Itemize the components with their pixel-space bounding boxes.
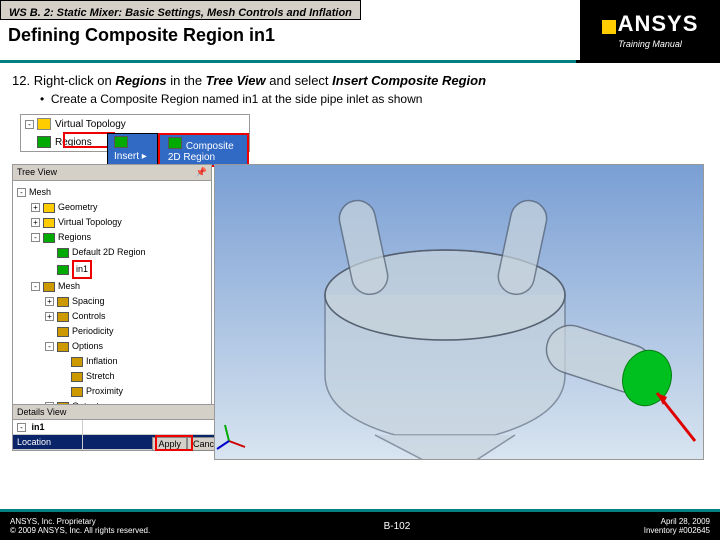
regions-icon [37, 136, 51, 148]
training-label: Training Manual [618, 39, 682, 49]
tree-header: Tree View📌 [13, 165, 211, 181]
tree-node-icon [43, 282, 55, 292]
expand-icon[interactable]: + [45, 297, 54, 306]
tree-node-icon [57, 248, 69, 258]
highlight-in1: in1 [72, 260, 92, 279]
details-name-row: - in1 [13, 420, 229, 435]
logo-area: ANSYS Training Manual [580, 0, 720, 60]
header-bar-title: WS B. 2: Static Mixer: Basic Settings, M… [9, 7, 352, 19]
tree-item[interactable]: in1 [17, 260, 207, 279]
slide-header: WS B. 2: Static Mixer: Basic Settings, M… [0, 0, 720, 60]
tree-view-panel: Tree View📌 -Mesh +Geometry+Virtual Topol… [12, 164, 212, 434]
axis-triad-icon [217, 425, 245, 449]
expand-icon[interactable]: - [17, 188, 26, 197]
highlight-apply [155, 435, 193, 451]
screenshot-area: -Virtual Topology Regions Insert ▸ Compo… [12, 114, 708, 464]
geometry-svg [215, 165, 704, 460]
footer-right: April 28, 2009Inventory #002645 [644, 517, 710, 535]
tree-root[interactable]: -Mesh [17, 185, 207, 200]
tree-node-icon [57, 265, 69, 275]
slide-footer: ANSYS, Inc. Proprietary© 2009 ANSYS, Inc… [0, 512, 720, 540]
topology-icon [37, 118, 51, 130]
composite-region-menu-item[interactable]: Composite 2D Region [158, 133, 249, 167]
expand-icon[interactable]: + [45, 312, 54, 321]
context-submenu: Insert ▸ Composite 2D Region [107, 133, 249, 167]
tree-node-icon [43, 218, 55, 228]
tree-item[interactable]: Periodicity [17, 324, 207, 339]
tree-item[interactable]: +Controls [17, 309, 207, 324]
tree-item[interactable]: Inflation [17, 354, 207, 369]
insert-icon [114, 136, 128, 148]
expand-icon[interactable]: - [45, 342, 54, 351]
insert-menu-item[interactable]: Insert ▸ [107, 133, 158, 167]
tree-node-icon [71, 372, 83, 382]
content-area: 12. Right-click on Regions in the Tree V… [0, 63, 720, 474]
footer-left: ANSYS, Inc. Proprietary© 2009 ANSYS, Inc… [10, 517, 150, 535]
tree-item[interactable]: -Options [17, 339, 207, 354]
expand-icon[interactable]: + [31, 203, 40, 212]
expand-icon[interactable]: - [31, 233, 40, 242]
expand-icon[interactable]: + [31, 218, 40, 227]
tree-body[interactable]: -Mesh +Geometry+Virtual Topology-Regions… [13, 181, 211, 433]
step-instruction: 12. Right-click on Regions in the Tree V… [12, 73, 708, 88]
tree-node-icon [57, 312, 69, 322]
tree-node-icon [43, 203, 55, 213]
tree-node-icon [57, 327, 69, 337]
tree-node-icon [43, 233, 55, 243]
details-header: Details View [13, 405, 229, 420]
tree-item[interactable]: Proximity [17, 384, 207, 399]
pin-icon[interactable]: 📌 [196, 167, 207, 178]
geometry-viewport[interactable] [214, 164, 704, 460]
context-menu-panel: -Virtual Topology Regions Insert ▸ Compo… [20, 114, 250, 152]
logo-square-icon [602, 20, 616, 34]
page-number: B-102 [384, 521, 411, 532]
expand-icon[interactable]: - [31, 282, 40, 291]
tree-item[interactable]: +Spacing [17, 294, 207, 309]
tree-item[interactable]: -Mesh [17, 279, 207, 294]
tree-node-icon [71, 387, 83, 397]
tree-item[interactable]: Default 2D Region [17, 245, 207, 260]
ansys-logo: ANSYS [602, 11, 699, 37]
details-view-panel: Details View - in1 Location Apply Cancel [12, 404, 230, 451]
tree-node-icon [71, 357, 83, 367]
tree-item[interactable]: +Geometry [17, 200, 207, 215]
tree-item[interactable]: Stretch [17, 369, 207, 384]
tree-item[interactable]: +Virtual Topology [17, 215, 207, 230]
header-bar: WS B. 2: Static Mixer: Basic Settings, M… [0, 0, 361, 20]
composite-icon [168, 137, 182, 149]
tree-item[interactable]: -Regions [17, 230, 207, 245]
context-menu-row: -Virtual Topology [21, 115, 249, 133]
tree-node-icon [57, 297, 69, 307]
tree-node-icon [57, 342, 69, 352]
bullet-instruction: • Create a Composite Region named in1 at… [40, 92, 708, 106]
